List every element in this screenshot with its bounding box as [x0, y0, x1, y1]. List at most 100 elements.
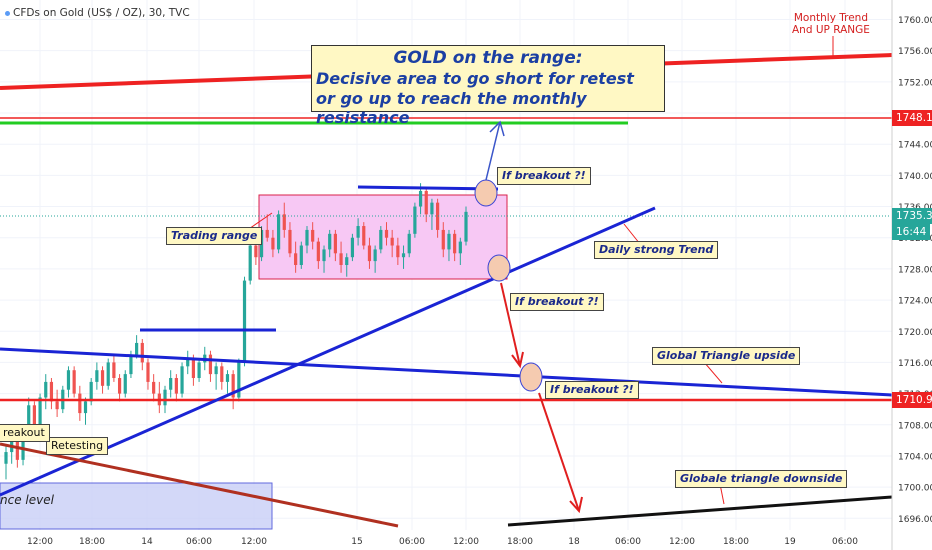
candle-body	[396, 245, 400, 258]
price-tick-label: 1704.00	[898, 452, 932, 462]
arrow-breakout-down-1-head	[511, 351, 524, 369]
time-tick-label: 12:00	[27, 537, 53, 547]
candle-body	[430, 202, 434, 215]
candle-body	[390, 237, 394, 246]
breakout-circle-mid	[487, 254, 511, 282]
time-tick-label: 06:00	[615, 537, 641, 547]
candle-body	[362, 226, 366, 246]
breakout-circle-low	[519, 362, 543, 392]
arrow-breakout-up	[485, 121, 501, 181]
candle-body	[384, 229, 389, 238]
time-tick-label: 19	[784, 537, 796, 547]
headline-line-3: or go up to reach the monthly resistance	[316, 89, 587, 127]
monthly-trend-line-2: And UP RANGE	[792, 24, 870, 36]
price-badge-1748: 1748.17	[892, 110, 932, 126]
global-triangle-downside-line	[507, 495, 893, 527]
candle-body	[117, 378, 122, 394]
candle-body	[316, 241, 320, 262]
price-tick-label: 1728.00	[898, 265, 932, 275]
candle-body	[95, 370, 99, 382]
time-tick-label: 06:00	[399, 537, 425, 547]
candle-body	[191, 358, 196, 379]
candle-body	[89, 381, 93, 402]
range-top-line	[357, 185, 499, 191]
candle-body	[225, 374, 230, 382]
candle-body	[413, 206, 417, 234]
arrow-breakout-down-1	[500, 282, 521, 367]
global-up-note-pointer	[703, 361, 723, 384]
candle-body	[174, 378, 178, 394]
breakout-left-label: reakout	[0, 424, 50, 442]
candle-body	[401, 253, 406, 258]
arrow-breakout-down-2	[538, 392, 580, 512]
candle-body	[146, 362, 150, 382]
candle-body	[237, 362, 241, 398]
candle-body	[38, 397, 42, 425]
candle-body	[379, 229, 383, 250]
global-down-label: Globale triangle downside	[675, 470, 848, 488]
candle-body	[129, 354, 133, 375]
candle-body	[135, 342, 139, 355]
global-up-label: Global Triangle upside	[652, 347, 801, 365]
daily-trend-label: Daily strong Trend	[594, 241, 719, 259]
candle-body	[441, 229, 445, 250]
candle-body	[123, 374, 127, 394]
candle-body	[367, 245, 372, 262]
daily-note-pointer	[623, 223, 641, 245]
price-tick-label: 1716.00	[898, 359, 932, 369]
time-tick-label: 18	[568, 537, 580, 547]
price-badge-1710: 1710.95	[892, 392, 932, 408]
candle-body	[15, 440, 19, 460]
monthly-trend-note: Monthly Trend And UP RANGE	[792, 12, 870, 36]
candle-body	[407, 233, 411, 254]
candle-body	[265, 229, 269, 238]
candle-body	[447, 233, 451, 250]
time-tick-label: 18:00	[507, 537, 533, 547]
candle-body	[72, 370, 76, 394]
breakout-circle-up	[474, 179, 498, 207]
candle-body	[49, 381, 54, 402]
resistance-level-label: nce level	[0, 493, 54, 507]
candle-body	[186, 358, 190, 367]
candle-body	[4, 452, 8, 464]
price-tick-label: 1696.00	[898, 515, 932, 525]
candle-body	[208, 354, 213, 375]
candle-body	[27, 405, 31, 429]
headline-title: GOLD on the range:	[393, 48, 583, 68]
candle-body	[436, 202, 440, 230]
price-tick-label: 1700.00	[898, 484, 932, 494]
price-tick-label: 1708.00	[898, 421, 932, 431]
arrow-breakout-up-head	[489, 120, 505, 137]
price-tick-label: 1752.00	[898, 78, 932, 88]
symbol-header: CFDs on Gold (US$ / OZ), 30, TVC	[5, 7, 190, 19]
candle-body	[254, 245, 258, 258]
candle-body	[214, 366, 218, 375]
candle-body	[78, 393, 82, 414]
candle-body	[169, 378, 173, 390]
candle-body	[464, 211, 468, 242]
candle-body	[112, 362, 116, 379]
candle-body	[152, 381, 156, 394]
breakout-mid-label: If breakout ?!	[510, 293, 604, 311]
breakout-up-label: If breakout ?!	[497, 167, 591, 185]
candle-body	[66, 370, 71, 390]
price-badge-countdown: 16:44	[892, 224, 931, 240]
time-tick-label: 15	[351, 537, 362, 547]
candle-body	[231, 374, 235, 398]
candle-body	[350, 237, 355, 258]
price-tick-label: 1740.00	[898, 172, 932, 182]
trading-range-box	[258, 194, 508, 280]
candle-body	[276, 214, 281, 250]
candle-body	[180, 366, 184, 394]
candle-body	[333, 233, 337, 254]
time-axis-ticks: 12:00 18:00 14 06:00 12:00 15 06:00 12:00 18:00 1…	[27, 537, 858, 547]
candle-body	[242, 280, 247, 363]
candle-body	[100, 370, 105, 386]
candle-body	[356, 226, 360, 238]
candle-body	[55, 401, 59, 410]
candle-body	[220, 366, 224, 382]
daily-strong-trend-line	[0, 206, 656, 497]
trading-range-label: Trading range	[166, 227, 263, 245]
time-tick-label: 18:00	[723, 537, 749, 547]
